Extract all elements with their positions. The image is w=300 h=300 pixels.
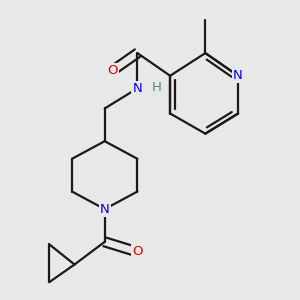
Text: O: O [132,245,143,258]
Text: O: O [107,64,118,77]
Text: N: N [133,82,142,95]
Text: N: N [233,69,243,82]
Text: H: H [151,81,161,94]
Text: N: N [100,202,110,216]
